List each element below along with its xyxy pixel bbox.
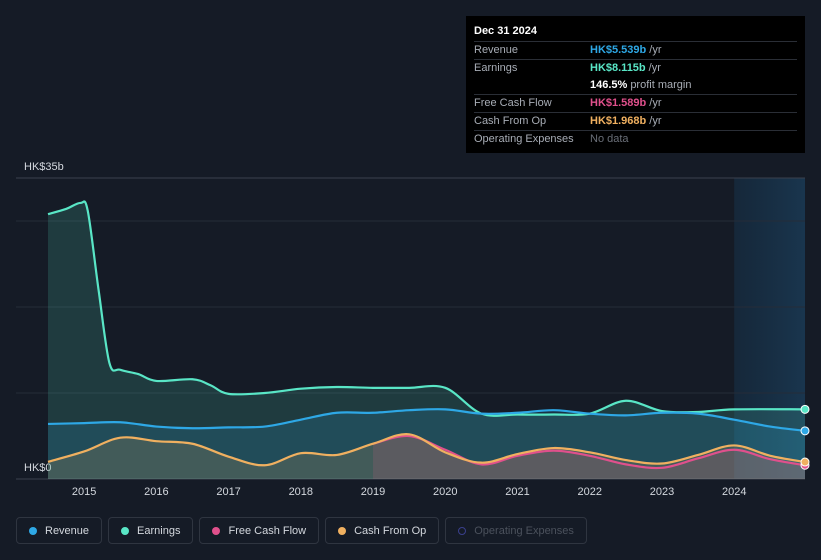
legend-label: Revenue [45, 524, 90, 537]
legend-item-earnings[interactable]: Earnings [108, 517, 194, 544]
tooltip-row-cash-from-op: Cash From Op HK$1.968b /yr [474, 112, 797, 130]
x-tick-label: 2017 [216, 486, 240, 498]
series-area-earnings [48, 201, 805, 480]
end-marker-revenue [800, 426, 810, 436]
tooltip-value: HK$8.115b [590, 62, 646, 74]
legend-dot-icon [458, 526, 467, 535]
series-area-fcf [373, 435, 805, 479]
tooltip-row-earnings: Earnings HK$8.115b /yr [474, 59, 797, 77]
tooltip-label: Cash From Op [474, 115, 547, 127]
series-line-revenue [47, 408, 806, 432]
x-tick-label: 2019 [361, 486, 385, 498]
tooltip-value: HK$1.968b [590, 115, 647, 127]
legend-item-revenue[interactable]: Revenue [16, 517, 103, 544]
legend-dot-icon [212, 526, 221, 535]
tooltip-value: No data [590, 133, 629, 145]
chart-legend: Revenue Earnings Free Cash Flow Cash Fro… [16, 517, 587, 544]
y-axis-bottom-label: HK$0 [24, 462, 52, 474]
tooltip-row-operating-expenses: Operating Expenses No data [474, 130, 797, 148]
legend-item-operating-expenses[interactable]: Operating Expenses [445, 517, 587, 544]
tooltip-unit: /yr [648, 62, 661, 74]
tooltip-value: HK$1.589b [590, 97, 647, 109]
y-axis-top-label: HK$35b [24, 161, 64, 173]
legend-dot-icon [121, 526, 130, 535]
legend-label: Earnings [137, 524, 181, 537]
tooltip-value: 146.5% [590, 79, 628, 91]
legend-label: Operating Expenses [474, 524, 574, 537]
tooltip-label: Earnings [474, 62, 518, 74]
legend-dot-icon [338, 526, 347, 535]
tooltip-unit: /yr [649, 44, 662, 56]
series-line-earnings [47, 200, 806, 417]
end-marker-earnings [800, 404, 810, 414]
x-tick-label: 2022 [578, 486, 602, 498]
legend-item-free-cash-flow[interactable]: Free Cash Flow [199, 517, 320, 544]
series-area-cfo [48, 434, 805, 479]
legend-label: Free Cash Flow [228, 524, 307, 537]
tooltip-unit: /yr [649, 115, 662, 127]
tooltip-label: Free Cash Flow [474, 97, 552, 109]
x-tick-label: 2020 [433, 486, 457, 498]
legend-label: Cash From Op [354, 524, 427, 537]
legend-item-cash-from-op[interactable]: Cash From Op [325, 517, 440, 544]
x-tick-label: 2018 [289, 486, 313, 498]
tooltip-unit: /yr [649, 97, 662, 109]
data-tooltip: Dec 31 2024 Revenue HK$5.539b /yr Earnin… [466, 16, 805, 153]
tooltip-label: Revenue [474, 44, 519, 56]
tooltip-date: Dec 31 2024 [474, 25, 537, 37]
x-tick-label: 2024 [722, 486, 746, 498]
series-line-cfo [47, 433, 806, 467]
x-tick-label: 2015 [72, 486, 96, 498]
tooltip-row-revenue: Revenue HK$5.539b /yr [474, 41, 797, 59]
x-tick-label: 2021 [505, 486, 529, 498]
end-marker-cfo [800, 457, 810, 467]
x-tick-label: 2023 [650, 486, 674, 498]
x-tick-label: 2016 [144, 486, 168, 498]
legend-dot-icon [29, 526, 37, 535]
tooltip-row-profit-margin: 146.5% profit margin [474, 77, 797, 94]
tooltip-label [474, 77, 590, 94]
tooltip-label: Operating Expenses [474, 133, 574, 145]
tooltip-value: HK$5.539b [590, 44, 647, 56]
tooltip-row-free-cash-flow: Free Cash Flow HK$1.589b /yr [474, 94, 797, 112]
tooltip-unit: profit margin [630, 79, 692, 91]
series-line-fcf [372, 434, 806, 470]
